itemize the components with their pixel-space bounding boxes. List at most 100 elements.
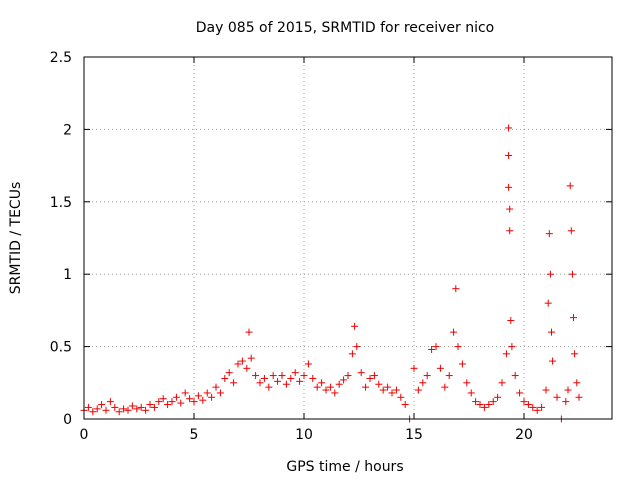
data-point (225, 369, 233, 377)
data-point (445, 372, 453, 380)
data-point (505, 124, 513, 132)
data-point (256, 379, 264, 387)
data-point (164, 401, 172, 409)
data-point (245, 328, 253, 336)
data-point (282, 380, 290, 388)
data-point (502, 350, 510, 358)
data-point (353, 343, 361, 351)
data-point (529, 403, 537, 411)
data-point (278, 372, 286, 380)
data-point (177, 399, 185, 407)
data-point (208, 393, 216, 401)
data-point (212, 383, 220, 391)
data-point (450, 328, 458, 336)
data-point (454, 343, 462, 351)
data-point (480, 403, 488, 411)
data-point (571, 350, 579, 358)
data-point (423, 372, 431, 380)
data-point (542, 386, 550, 394)
data-point (168, 398, 176, 406)
data-point (304, 360, 312, 368)
y-tick-label: 0.5 (50, 340, 72, 356)
data-point (538, 403, 546, 411)
data-point (243, 364, 251, 372)
data-point (291, 369, 299, 377)
data-point (575, 393, 583, 401)
x-axis: 0 5 10 15 20 (80, 57, 533, 443)
data-point (335, 380, 343, 388)
data-point (199, 396, 207, 404)
data-point (370, 372, 378, 380)
data-point (155, 398, 163, 406)
data-point (260, 374, 268, 382)
data-point (511, 372, 519, 380)
data-point (506, 227, 514, 235)
y-axis: 0 0.5 1 1.5 2 2.5 (50, 50, 612, 428)
data-point (441, 383, 449, 391)
data-point (362, 383, 370, 391)
data-point (485, 401, 493, 409)
data-point (472, 398, 480, 406)
data-point (553, 393, 561, 401)
data-point (436, 364, 444, 372)
data-point (93, 405, 101, 413)
data-point (410, 364, 418, 372)
data-point (428, 345, 436, 353)
data-point (544, 299, 552, 307)
data-point (414, 386, 422, 394)
data-point (397, 393, 405, 401)
data-point (124, 406, 132, 414)
data-point (150, 403, 158, 411)
data-point (570, 314, 577, 322)
data-point (331, 389, 339, 397)
data-point (340, 376, 348, 384)
data-point (564, 386, 572, 394)
data-point (494, 393, 502, 401)
data-point (269, 372, 277, 380)
data-point (238, 357, 246, 365)
data-point (313, 383, 321, 391)
gridlines (84, 57, 612, 419)
data-point (573, 379, 581, 387)
data-point (111, 403, 119, 411)
x-tick-label: 5 (190, 427, 199, 443)
data-point (98, 401, 106, 409)
data-point (489, 398, 497, 406)
data-point (120, 405, 128, 413)
data-point (375, 380, 383, 388)
data-point (146, 401, 154, 409)
data-series (80, 124, 583, 423)
data-point (194, 392, 202, 400)
data-point (234, 360, 242, 368)
data-point (115, 408, 123, 416)
data-point (388, 389, 396, 397)
data-point (203, 389, 211, 397)
data-point (533, 406, 541, 414)
data-point (181, 389, 189, 397)
data-point (322, 386, 330, 394)
y-tick-label: 2 (63, 122, 72, 138)
data-point (351, 322, 359, 330)
data-point (524, 401, 532, 409)
data-point (102, 406, 110, 414)
data-point (476, 401, 484, 409)
data-point (252, 372, 260, 380)
data-point (221, 374, 229, 382)
y-tick-label: 2.5 (50, 50, 72, 66)
data-point (520, 398, 528, 406)
x-tick-label: 0 (80, 427, 89, 443)
data-point (562, 398, 570, 406)
data-point (498, 379, 506, 387)
data-point (186, 395, 194, 403)
data-point (507, 317, 515, 325)
data-point (230, 379, 238, 387)
data-point (296, 377, 304, 385)
chart-title: Day 085 of 2015, SRMTID for receiver nic… (196, 20, 494, 36)
data-point (344, 372, 352, 380)
data-point (506, 205, 514, 213)
data-point (366, 374, 374, 382)
data-point (516, 389, 524, 397)
data-point (142, 406, 150, 414)
data-point (159, 395, 167, 403)
